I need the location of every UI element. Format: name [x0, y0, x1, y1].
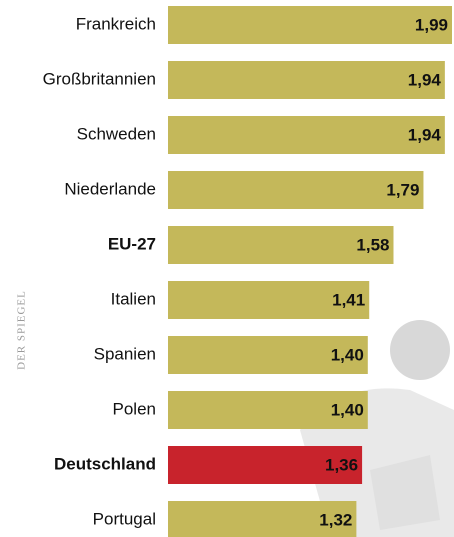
value-label: 1,40 — [331, 400, 364, 419]
category-label: Deutschland — [54, 454, 156, 473]
category-label: Großbritannien — [43, 69, 156, 88]
category-label: Niederlande — [64, 179, 156, 198]
category-label: EU-27 — [108, 234, 156, 253]
value-label: 1,40 — [331, 345, 364, 364]
category-label: Schweden — [77, 124, 156, 143]
bar — [168, 6, 452, 44]
chart: DER SPIEGEL Frankreich 1,99 Großbritannien… — [0, 0, 454, 537]
value-label: 1,94 — [408, 125, 442, 144]
category-label: Frankreich — [76, 14, 156, 33]
category-label: Italien — [111, 289, 156, 308]
value-label: 1,36 — [325, 455, 358, 474]
value-label: 1,58 — [356, 235, 389, 254]
category-label: Spanien — [94, 344, 156, 363]
bar — [168, 116, 445, 154]
value-label: 1,94 — [408, 70, 442, 89]
category-label: Polen — [113, 399, 156, 418]
category-label: Portugal — [93, 509, 156, 528]
bar — [168, 61, 445, 99]
value-label: 1,41 — [332, 290, 365, 309]
bar — [168, 171, 423, 209]
value-label: 1,32 — [319, 510, 352, 529]
source: DER SPIEGEL — [16, 290, 28, 370]
value-label: 1,99 — [415, 15, 448, 34]
value-label: 1,79 — [386, 180, 419, 199]
